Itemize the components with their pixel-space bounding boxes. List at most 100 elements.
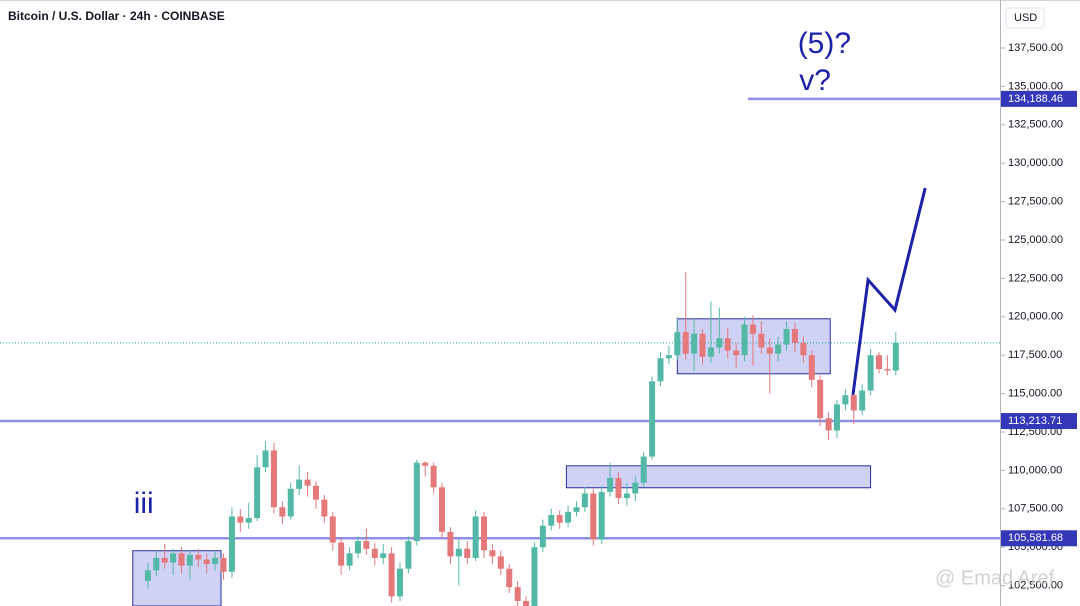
candle-body [380, 553, 387, 558]
candle-body [144, 570, 151, 581]
candle-body [615, 478, 622, 499]
y-tick-label: 117,500.00 [1008, 349, 1062, 361]
y-tick-label: 127,500.00 [1008, 196, 1063, 208]
candle-body [833, 404, 840, 431]
candle-body [875, 355, 882, 370]
candle-body [581, 493, 588, 508]
y-tick-label: 130,000.00 [1008, 157, 1063, 169]
price-axis: 102,500.00105,000.00107,500.00110,000.00… [1000, 42, 1077, 592]
candle-body [439, 487, 446, 532]
candle-body [598, 491, 605, 540]
wave-label: iii [134, 487, 154, 520]
candle-body [455, 548, 462, 557]
candle-body [178, 553, 185, 566]
y-tick-label: 125,000.00 [1008, 234, 1063, 246]
candle-body [413, 462, 420, 542]
y-tick-label: 120,000.00 [1008, 311, 1063, 323]
candle-body [791, 329, 798, 343]
candle-body [623, 493, 630, 499]
candle-body [254, 467, 261, 519]
candle-body [733, 350, 740, 356]
candle-body [312, 485, 319, 500]
candle-body [707, 347, 714, 357]
candle-body [153, 557, 160, 571]
candle-body [657, 358, 664, 382]
candle-body [640, 456, 647, 483]
candle-body [405, 541, 412, 569]
candle-body [548, 514, 555, 526]
candle-body [220, 557, 227, 572]
candle-body [682, 332, 689, 354]
candle-body [825, 418, 832, 431]
candle-body [758, 333, 765, 348]
candle-body [481, 516, 488, 551]
candle-body [800, 342, 807, 356]
level-label-box [1001, 530, 1077, 547]
candle-body [170, 553, 177, 563]
candle-body [783, 329, 790, 345]
candle-body [447, 531, 454, 557]
candle-body [212, 557, 219, 565]
candle-body [338, 542, 345, 566]
candle-body [808, 355, 815, 380]
candle-body [892, 342, 899, 371]
y-tick-label: 115,000.00 [1008, 388, 1062, 400]
candle-body [884, 369, 891, 371]
candle-body [749, 324, 756, 334]
candle-body [161, 557, 168, 563]
y-tick-label: 137,500.00 [1008, 42, 1063, 54]
candle-body [665, 355, 672, 359]
candle-body [296, 479, 303, 489]
candle-body [388, 553, 395, 597]
y-tick-label: 110,000.00 [1008, 464, 1062, 476]
plot-area: (5)? v? iii [0, 27, 1000, 606]
candle-body [195, 554, 202, 560]
candle-body [262, 450, 269, 468]
candle-body [422, 462, 429, 466]
candle-body [817, 379, 824, 419]
candle-body [497, 556, 504, 569]
candle-body [531, 547, 538, 606]
candle-body [859, 390, 866, 411]
y-tick-label: 107,500.00 [1008, 503, 1063, 515]
currency-box[interactable] [1005, 7, 1045, 29]
candle-body [674, 332, 681, 356]
candle-body [354, 541, 361, 554]
candle-body [270, 450, 277, 508]
candle-body [716, 338, 723, 348]
candle-body [203, 559, 210, 565]
candle-body [186, 554, 193, 566]
candle-body [321, 499, 328, 517]
candle-body [766, 347, 773, 354]
wave-label: (5)? [798, 27, 851, 60]
level-label: 113,213.71 [1008, 415, 1062, 427]
candle-body [237, 516, 244, 523]
wave-projection [851, 187, 927, 396]
candle-body [228, 516, 235, 572]
candle-body [514, 587, 521, 601]
wave-label: v? [799, 64, 831, 97]
candle-body [724, 338, 731, 351]
candle-body [397, 568, 403, 597]
level-label: 134,188.46 [1008, 93, 1063, 105]
candle-body [867, 355, 874, 391]
candle-body [699, 333, 706, 357]
y-tick-label: 135,000.00 [1008, 80, 1063, 92]
candle-body [741, 324, 748, 356]
candle-body [649, 381, 656, 457]
level-label-box [1001, 90, 1077, 107]
candle-body [279, 507, 286, 517]
candle-body [371, 548, 378, 558]
y-tick-label: 122,500.00 [1008, 272, 1063, 284]
candle-body [287, 488, 294, 517]
candle-body [565, 511, 572, 523]
candle-body [304, 479, 311, 486]
candle-body [590, 493, 597, 540]
y-tick-label: 132,500.00 [1008, 119, 1063, 131]
currency-label[interactable]: USD [1014, 12, 1037, 24]
candle-body [632, 482, 639, 494]
candle-body [346, 553, 353, 566]
candle-body [556, 514, 563, 523]
level-label-box [1001, 413, 1077, 430]
